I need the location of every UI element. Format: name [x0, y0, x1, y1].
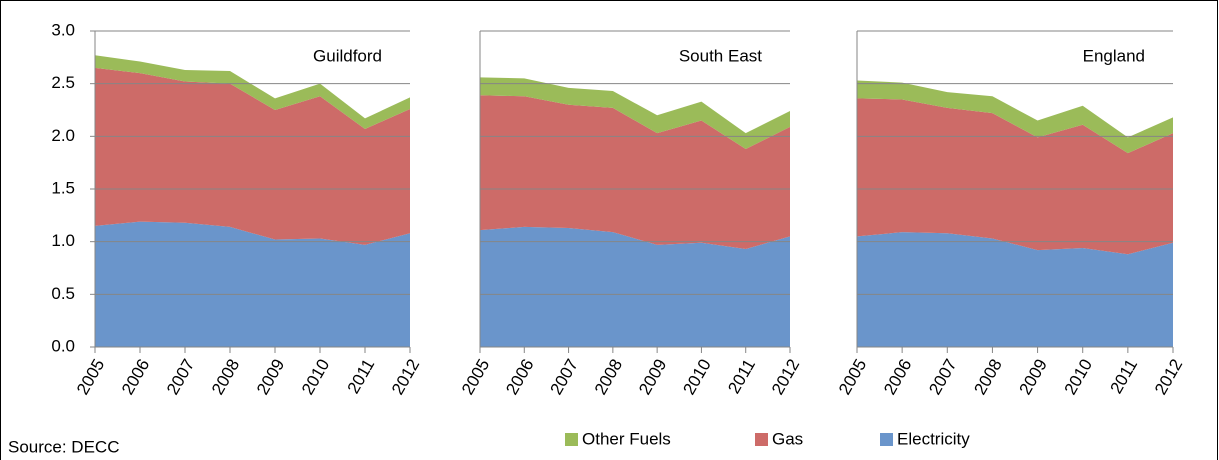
source-note: Source: DECC	[8, 437, 119, 456]
x-tick-label: 2007	[547, 356, 582, 398]
y-tick-label: 2.0	[51, 126, 75, 145]
area	[95, 55, 410, 129]
x-tick-label: 2011	[344, 356, 379, 397]
panel-title: Guildford	[313, 46, 382, 65]
area	[480, 77, 790, 149]
x-tick-label: 2011	[724, 356, 759, 397]
area	[857, 80, 1173, 154]
panel-title: England	[1083, 46, 1145, 65]
area	[95, 221, 410, 347]
x-tick-label: 2008	[591, 356, 626, 398]
area	[857, 98, 1173, 255]
x-tick-label: 2010	[1061, 356, 1096, 398]
x-tick-label: 2010	[679, 356, 714, 398]
x-tick-label: 2006	[118, 356, 153, 398]
x-tick-label: 2005	[458, 356, 493, 398]
y-tick-label: 1.0	[51, 231, 75, 250]
y-tick-label: 0.5	[51, 284, 75, 303]
area	[480, 226, 790, 347]
area	[95, 67, 410, 245]
x-tick-label: 2007	[163, 356, 198, 398]
area	[480, 95, 790, 250]
x-tick-label: 2009	[635, 356, 670, 398]
x-tick-label: 2012	[1151, 356, 1186, 398]
x-tick-label: 2011	[1106, 356, 1141, 397]
x-tick-label: 2012	[768, 356, 803, 398]
y-tick-label: 2.5	[51, 73, 75, 92]
area	[857, 232, 1173, 347]
x-tick-label: 2005	[73, 356, 108, 398]
x-tick-label: 2006	[880, 356, 915, 398]
y-tick-label: 3.0	[51, 20, 75, 39]
legend-swatch	[755, 433, 768, 446]
x-tick-label: 2009	[1016, 356, 1051, 398]
x-tick-label: 2008	[970, 356, 1005, 398]
x-tick-label: 2008	[208, 356, 243, 398]
y-tick-label: 1.5	[51, 178, 75, 197]
x-tick-label: 2012	[388, 356, 423, 398]
legend-label: Other Fuels	[582, 429, 671, 448]
x-tick-label: 2005	[835, 356, 870, 398]
x-tick-label: 2007	[925, 356, 960, 398]
panel-title: South East	[679, 46, 762, 65]
legend-label: Gas	[772, 429, 803, 448]
x-tick-label: 2010	[298, 356, 333, 398]
x-tick-label: 2006	[502, 356, 537, 398]
y-tick-label: 0.0	[51, 336, 75, 355]
legend-swatch	[565, 433, 578, 446]
legend-label: Electricity	[897, 429, 970, 448]
legend-swatch	[880, 433, 893, 446]
x-tick-label: 2009	[253, 356, 288, 398]
